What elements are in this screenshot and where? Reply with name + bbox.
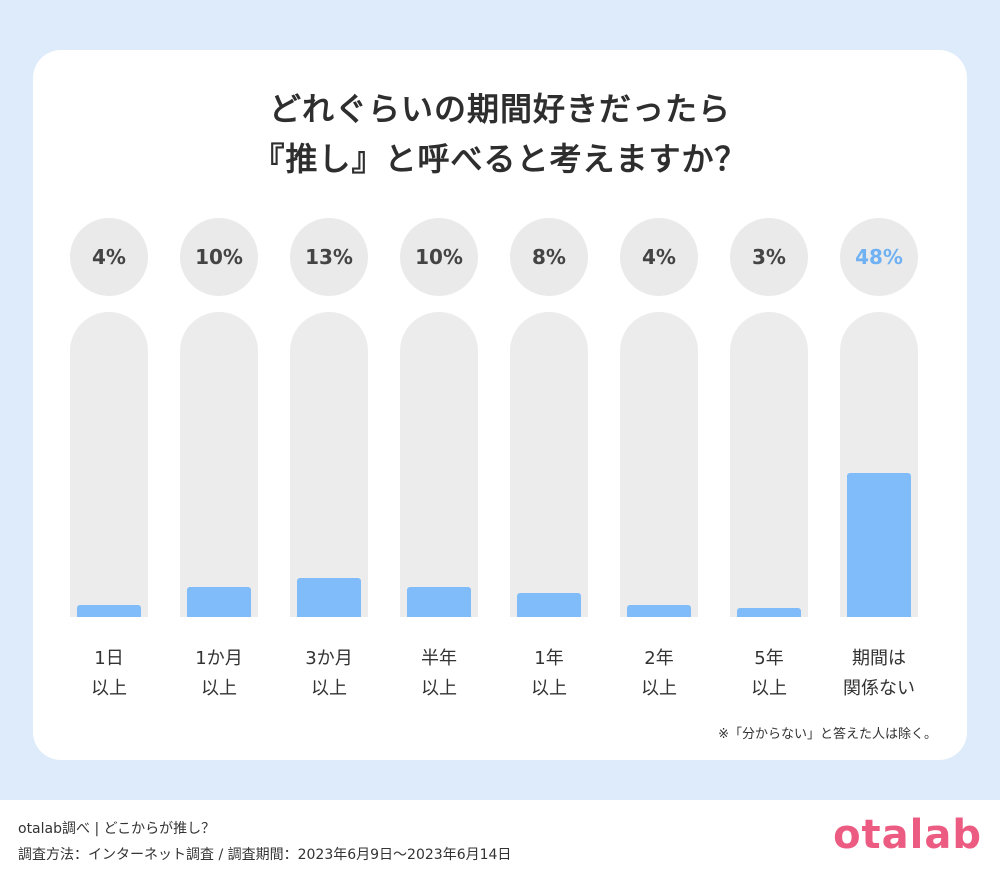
category-label: 1日以上 bbox=[49, 644, 169, 704]
bar-track bbox=[730, 312, 808, 617]
bar bbox=[187, 587, 251, 617]
category-label-line: 以上 bbox=[201, 678, 237, 699]
category-label-line: 以上 bbox=[91, 678, 127, 699]
bar bbox=[297, 578, 361, 617]
category-label-line: 関係ない bbox=[843, 678, 915, 699]
percent-label: 8% bbox=[510, 218, 588, 296]
category-label-line: 以上 bbox=[641, 678, 677, 699]
footnote: ※「分からない」と答えた人は除く。 bbox=[718, 727, 937, 742]
category-label-line: 1年 bbox=[534, 648, 564, 669]
category-label-line: 以上 bbox=[421, 678, 457, 699]
category-label: 期間は 関係ない bbox=[819, 644, 939, 704]
bar-track bbox=[180, 312, 258, 617]
bar bbox=[517, 593, 581, 617]
chart-title: どれぐらいの期間好きだったら 『推し』と呼べると考えますか？ bbox=[33, 84, 967, 184]
category-label: 5年以上 bbox=[709, 644, 829, 704]
category-label-line: 3か月 bbox=[305, 648, 353, 669]
category-label-line: 半年 bbox=[421, 648, 457, 669]
category-label: 2年以上 bbox=[599, 644, 719, 704]
percent-label: 13% bbox=[290, 218, 368, 296]
bar bbox=[847, 473, 911, 617]
category-label-line: 1か月 bbox=[195, 648, 243, 669]
otalab-logo: otalab bbox=[833, 812, 982, 858]
percent-label: 3% bbox=[730, 218, 808, 296]
category-label: 半年 以上 bbox=[379, 644, 499, 704]
title-line-1: どれぐらいの期間好きだったら bbox=[268, 90, 731, 128]
percent-label: 4% bbox=[620, 218, 698, 296]
bar-track bbox=[400, 312, 478, 617]
category-label-line: 1日 bbox=[94, 648, 124, 669]
bar-track bbox=[70, 312, 148, 617]
category-label: 1か月以上 bbox=[159, 644, 279, 704]
category-label-line: 以上 bbox=[311, 678, 347, 699]
percent-label: 48% bbox=[840, 218, 918, 296]
category-label-line: 期間は bbox=[852, 648, 906, 669]
bar bbox=[407, 587, 471, 617]
percent-label: 10% bbox=[400, 218, 478, 296]
bar-track bbox=[510, 312, 588, 617]
percent-label: 10% bbox=[180, 218, 258, 296]
chart-card: どれぐらいの期間好きだったら 『推し』と呼べると考えますか？ 4% 1日以上 10%… bbox=[33, 50, 967, 760]
bar bbox=[77, 605, 141, 617]
category-label: 3か月以上 bbox=[269, 644, 389, 704]
category-label-line: 2年 bbox=[644, 648, 674, 669]
bar-track bbox=[290, 312, 368, 617]
footer-method: 調査方法：インターネット調査 / 調査期間：2023年6月9日〜2023年6月1… bbox=[18, 847, 512, 863]
bar bbox=[737, 608, 801, 617]
category-label-line: 以上 bbox=[751, 678, 787, 699]
bar bbox=[627, 605, 691, 617]
footer-source: otalab調べ | どこからが推し？ bbox=[18, 821, 216, 837]
category-label-line: 5年 bbox=[754, 648, 784, 669]
percent-label: 4% bbox=[70, 218, 148, 296]
category-label: 1年以上 bbox=[489, 644, 609, 704]
bar-track bbox=[620, 312, 698, 617]
title-line-2: 『推し』と呼べると考えますか？ bbox=[252, 140, 748, 178]
category-label-line: 以上 bbox=[531, 678, 567, 699]
